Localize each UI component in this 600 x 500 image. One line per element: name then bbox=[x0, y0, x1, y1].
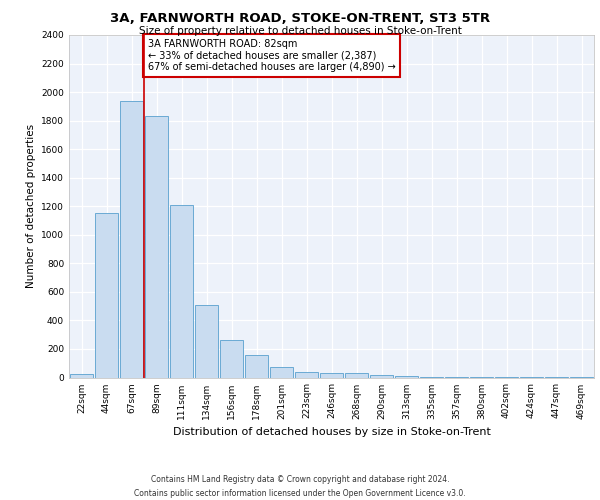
Bar bbox=[95, 214, 118, 378]
Bar bbox=[420, 377, 443, 378]
Bar bbox=[395, 376, 418, 378]
Bar bbox=[70, 374, 93, 378]
Text: 3A FARNWORTH ROAD: 82sqm
← 33% of detached houses are smaller (2,387)
67% of sem: 3A FARNWORTH ROAD: 82sqm ← 33% of detach… bbox=[148, 40, 395, 72]
Bar bbox=[195, 304, 218, 378]
Bar bbox=[345, 373, 368, 378]
Bar bbox=[370, 376, 393, 378]
Y-axis label: Number of detached properties: Number of detached properties bbox=[26, 124, 35, 288]
Bar bbox=[570, 377, 593, 378]
Bar bbox=[120, 100, 143, 378]
Bar bbox=[220, 340, 243, 378]
Bar bbox=[245, 356, 268, 378]
Bar bbox=[170, 205, 193, 378]
Bar bbox=[145, 116, 168, 378]
Bar bbox=[320, 373, 343, 378]
Text: Contains HM Land Registry data © Crown copyright and database right 2024.
Contai: Contains HM Land Registry data © Crown c… bbox=[134, 476, 466, 498]
X-axis label: Distribution of detached houses by size in Stoke-on-Trent: Distribution of detached houses by size … bbox=[173, 427, 490, 437]
Text: 3A, FARNWORTH ROAD, STOKE-ON-TRENT, ST3 5TR: 3A, FARNWORTH ROAD, STOKE-ON-TRENT, ST3 … bbox=[110, 12, 490, 26]
Text: Size of property relative to detached houses in Stoke-on-Trent: Size of property relative to detached ho… bbox=[139, 26, 461, 36]
Bar bbox=[270, 367, 293, 378]
Bar bbox=[295, 372, 318, 378]
